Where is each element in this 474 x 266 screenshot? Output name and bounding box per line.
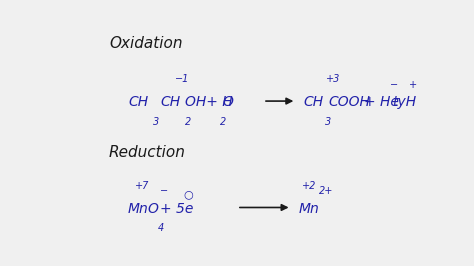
Text: COOH: COOH xyxy=(328,95,370,109)
Text: 3: 3 xyxy=(325,117,331,127)
Text: +2: +2 xyxy=(302,181,317,191)
Text: + 5e: + 5e xyxy=(160,202,193,216)
Text: OH+ H: OH+ H xyxy=(185,95,233,109)
Text: +: + xyxy=(409,80,417,90)
Text: Mn: Mn xyxy=(128,202,149,216)
Text: −1: −1 xyxy=(175,74,190,85)
Text: 4: 4 xyxy=(158,223,164,234)
Text: CH: CH xyxy=(128,95,148,109)
Text: CH: CH xyxy=(160,95,180,109)
Text: 3: 3 xyxy=(153,117,159,127)
Text: 2: 2 xyxy=(220,117,226,127)
Text: CH: CH xyxy=(303,95,323,109)
Text: Oxidation: Oxidation xyxy=(109,36,182,51)
Text: ○: ○ xyxy=(183,189,193,199)
Text: +3: +3 xyxy=(326,74,340,85)
Text: O: O xyxy=(223,95,234,109)
Text: tyH: tyH xyxy=(392,95,417,109)
Text: +7: +7 xyxy=(135,181,149,191)
Text: O: O xyxy=(148,202,159,216)
Text: Mn: Mn xyxy=(299,202,319,216)
Text: −: − xyxy=(160,186,168,196)
Text: 2+: 2+ xyxy=(319,186,333,196)
Text: + He: + He xyxy=(364,95,399,109)
Text: 2: 2 xyxy=(185,117,191,127)
Text: Reduction: Reduction xyxy=(109,145,186,160)
Text: −: − xyxy=(390,80,398,90)
